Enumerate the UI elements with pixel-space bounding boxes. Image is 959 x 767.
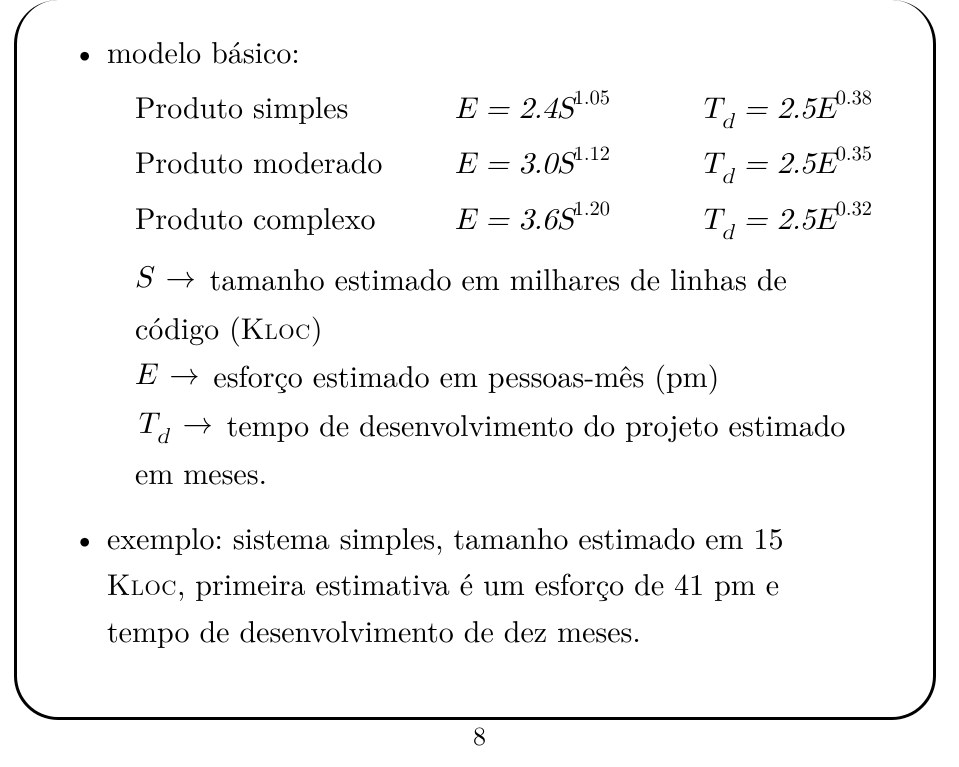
bullet-modelo-basico: modelo básico: Produto simples E = 2.4S1… xyxy=(73,28,877,496)
row0-E: E = 2.4S1.05 xyxy=(455,86,700,133)
slide-content: modelo básico: Produto simples E = 2.4S1… xyxy=(73,28,877,653)
ex-line3: tempo de desenvolvimento de dez meses. xyxy=(107,608,641,651)
def-Td-text1: tempo de desenvolvimento do projeto esti… xyxy=(227,401,877,448)
def-S-line2: código (Kloc) xyxy=(135,304,877,351)
ex-kloc: Kloc xyxy=(107,561,177,604)
row1-Td: Td = 2.5E0.35 xyxy=(700,141,900,188)
def-S-text1: tamanho estimado em milhares de linhas d… xyxy=(210,255,877,302)
def-E-sym: E → xyxy=(135,352,203,399)
bullet-list: modelo básico: Produto simples E = 2.4S1… xyxy=(73,28,877,653)
bullet-exemplo: exemplo: sistema simples, tamanho estima… xyxy=(73,514,877,654)
row1-label: Produto moderado xyxy=(135,138,455,185)
row2-label: Produto complexo xyxy=(135,194,455,241)
slide-frame: modelo básico: Produto simples E = 2.4S1… xyxy=(14,0,936,720)
row1-E: E = 3.0S1.12 xyxy=(455,141,700,188)
row2-E: E = 3.6S1.20 xyxy=(455,197,700,244)
ex-line1: exemplo: sistema simples, tamanho estima… xyxy=(107,515,784,558)
model-table: Produto simples E = 2.4S1.05 Td = 2.5E0.… xyxy=(135,83,877,244)
def-E-text: esforço estimado em pessoas-mês (pm) xyxy=(213,352,877,399)
def-E: E → esforço estimado em pessoas-mês (pm) xyxy=(135,352,877,399)
definitions: S → tamanho estimado em milhares de linh… xyxy=(135,255,877,496)
row2-Td: Td = 2.5E0.32 xyxy=(700,197,900,244)
def-S: S → tamanho estimado em milhares de linh… xyxy=(135,255,877,302)
def-Td: Td → tempo de desenvolvimento do projeto… xyxy=(135,401,877,448)
page-number: 8 xyxy=(0,716,959,753)
row0-label: Produto simples xyxy=(135,83,455,130)
ex-line2: , primeira estimativa é um esforço de 41… xyxy=(177,561,779,604)
def-S-sym: S → xyxy=(135,255,200,302)
bullet1-title: modelo básico: xyxy=(107,29,300,72)
def-Td-text2: em meses. xyxy=(135,449,877,496)
def-S-text2: código (Kloc) xyxy=(135,304,877,351)
def-Td-line2: em meses. xyxy=(135,449,877,496)
row0-Td: Td = 2.5E0.38 xyxy=(700,86,900,133)
def-Td-sym: Td → xyxy=(135,401,217,448)
